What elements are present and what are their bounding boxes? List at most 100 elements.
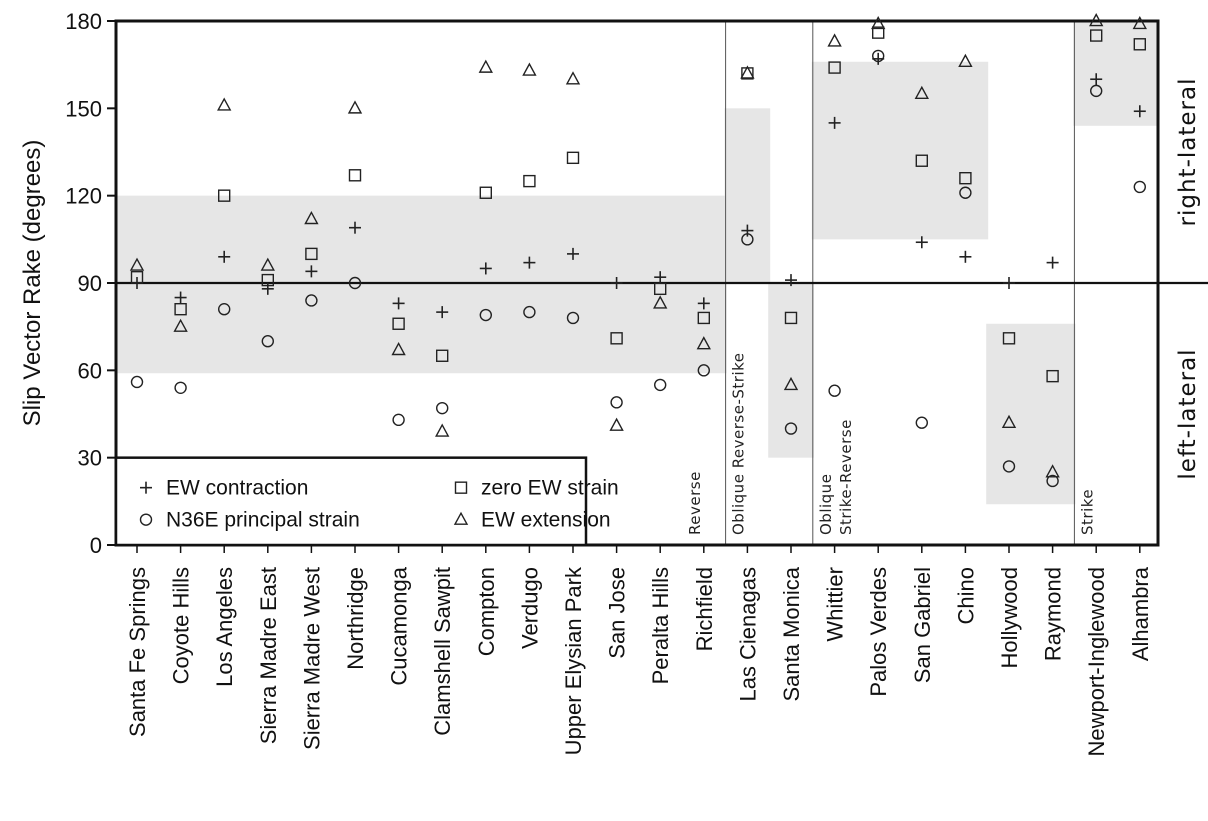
shaded-band-5 <box>986 323 1076 505</box>
x-category-label: Santa Monica <box>779 566 804 701</box>
point-ew-contraction <box>654 271 667 284</box>
point-zero-ew-strain <box>784 311 798 325</box>
point-zero-ew-strain <box>697 311 710 325</box>
point-zero-ew-strain <box>523 174 536 188</box>
legend-label: zero EW strain <box>481 477 619 500</box>
shaded-band-6 <box>1073 21 1158 126</box>
legend-marker-plus <box>140 481 152 494</box>
point-ew-extension <box>522 62 537 76</box>
x-category-label: Upper Elysian Park <box>561 566 586 755</box>
side-label-right-lateral: right-lateral <box>1175 78 1201 227</box>
point-zero-ew-strain <box>610 332 623 345</box>
x-category-label: Peralta Hills <box>648 567 673 684</box>
point-n36e-principal-strain <box>130 375 144 389</box>
point-ew-extension <box>260 257 275 271</box>
legend-marker-circle <box>139 513 153 526</box>
x-category-label: Hollywood <box>997 567 1022 669</box>
point-ew-contraction <box>523 256 536 269</box>
y-axis-label: Slip Vector Rake (degrees) <box>19 140 46 427</box>
point-zero-ew-strain <box>872 26 885 39</box>
point-zero-ew-strain <box>1089 29 1103 42</box>
y-tick-label: 30 <box>78 446 102 471</box>
y-tick-label: 180 <box>65 9 102 34</box>
point-n36e-principal-strain <box>828 384 841 397</box>
point-ew-extension <box>1045 464 1060 478</box>
point-ew-contraction <box>174 291 187 304</box>
region-label: Strike <box>1078 489 1096 535</box>
x-category-label: Las Cienagas <box>735 567 760 702</box>
y-tick-label: 150 <box>65 96 102 121</box>
point-ew-extension <box>129 257 145 271</box>
x-category-label: Los Angeles <box>212 567 237 687</box>
point-zero-ew-strain <box>392 317 405 330</box>
x-category-label: San Jose <box>605 567 630 659</box>
x-category-label: Santa Fe Springs <box>125 567 150 737</box>
point-n36e-principal-strain <box>392 413 405 427</box>
point-ew-contraction <box>218 250 231 263</box>
point-zero-ew-strain <box>217 189 231 202</box>
point-ew-contraction <box>959 250 972 263</box>
x-category-label: Sierra Madre West <box>299 567 324 750</box>
point-ew-contraction <box>305 265 318 278</box>
legend-label: EW contraction <box>166 477 308 500</box>
point-ew-contraction <box>785 274 797 287</box>
point-n36e-principal-strain <box>305 294 318 307</box>
legend-marker-triangle <box>453 511 469 525</box>
legend-label: N36E principal strain <box>166 509 360 532</box>
point-ew-contraction <box>1090 73 1103 86</box>
point-ew-extension <box>1089 13 1104 27</box>
region-label: Reverse <box>686 471 704 535</box>
x-category-label: Chino <box>953 567 978 624</box>
point-ew-extension <box>1132 15 1147 30</box>
point-zero-ew-strain <box>348 169 362 182</box>
point-n36e-principal-strain <box>872 49 885 63</box>
point-ew-contraction <box>828 116 841 129</box>
x-category-label: Newport-Inglewood <box>1084 567 1109 757</box>
point-n36e-principal-strain <box>348 276 362 290</box>
x-category-label: Clamshell Sawpit <box>430 567 455 736</box>
point-ew-extension <box>304 210 319 225</box>
point-ew-contraction <box>261 282 274 295</box>
point-n36e-principal-strain <box>654 378 667 392</box>
point-ew-extension <box>871 15 886 30</box>
point-n36e-principal-strain <box>1133 180 1147 194</box>
x-category-label: Sierra Madre East <box>256 567 281 744</box>
point-ew-extension <box>565 71 581 85</box>
x-category-label: Cucamonga <box>387 566 412 685</box>
point-zero-ew-strain <box>261 273 274 287</box>
point-n36e-principal-strain <box>741 233 754 246</box>
point-n36e-principal-strain <box>1046 474 1059 488</box>
point-zero-ew-strain <box>1133 38 1147 51</box>
point-zero-ew-strain <box>174 303 187 316</box>
point-ew-extension <box>696 336 711 350</box>
x-category-label: Verdugo <box>517 567 542 649</box>
y-tick-label: 0 <box>90 533 102 558</box>
point-ew-extension <box>1001 414 1017 428</box>
point-ew-contraction <box>479 262 492 275</box>
point-n36e-principal-strain <box>915 416 928 429</box>
side-label-left-lateral: left-lateral <box>1175 348 1201 479</box>
x-category-label: Alhambra <box>1128 566 1153 661</box>
point-ew-extension <box>827 33 842 47</box>
point-ew-extension <box>609 417 624 431</box>
point-n36e-principal-strain <box>784 422 798 435</box>
region-labels: Reverse Oblique Reverse-Strike Oblique Stri… <box>686 352 1096 535</box>
point-ew-contraction <box>915 236 928 249</box>
point-ew-extension <box>653 295 668 309</box>
x-category-label: Coyote Hills <box>169 567 194 684</box>
y-tick-label: 90 <box>78 271 102 296</box>
side-labels: right-lateral left-lateral <box>1175 78 1201 480</box>
point-ew-extension <box>958 53 973 68</box>
point-ew-extension <box>435 423 450 437</box>
point-zero-ew-strain <box>654 282 667 296</box>
y-tick-label: 60 <box>78 358 102 383</box>
shaded-band-4 <box>811 61 989 240</box>
region-label: Oblique <box>817 474 835 535</box>
point-ew-extension <box>740 65 755 79</box>
point-n36e-principal-strain <box>566 311 580 325</box>
point-n36e-principal-strain <box>523 305 536 319</box>
region-label: Strike-Reverse <box>837 419 855 535</box>
legend-marker-square <box>454 481 468 494</box>
point-n36e-principal-strain <box>959 186 972 199</box>
point-ew-extension <box>217 97 232 111</box>
